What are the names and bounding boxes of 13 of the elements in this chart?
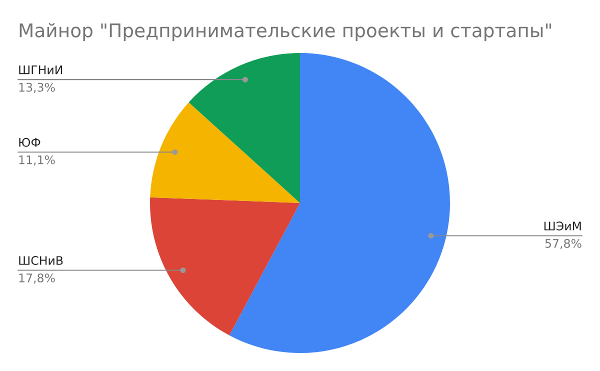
pie-slice	[188, 53, 300, 203]
data-label: 57,8%	[545, 238, 582, 250]
data-label: 11,1%	[19, 155, 55, 166]
slice-label: ШГНиИ	[19, 66, 62, 74]
data-label: 17,8%	[19, 273, 55, 284]
pie-slice	[150, 197, 300, 336]
data-label: 13,3%	[19, 82, 55, 93]
pie-slice	[150, 102, 300, 203]
slice-label: ШЭиМ	[544, 222, 581, 230]
chart-title: Майнор "Предпринимательские проекты и стартапы"	[20, 23, 552, 42]
pie-slice	[229, 53, 450, 353]
slice-label: ШСНиВ	[19, 256, 63, 265]
slice-label: ЮФ	[19, 138, 40, 147]
